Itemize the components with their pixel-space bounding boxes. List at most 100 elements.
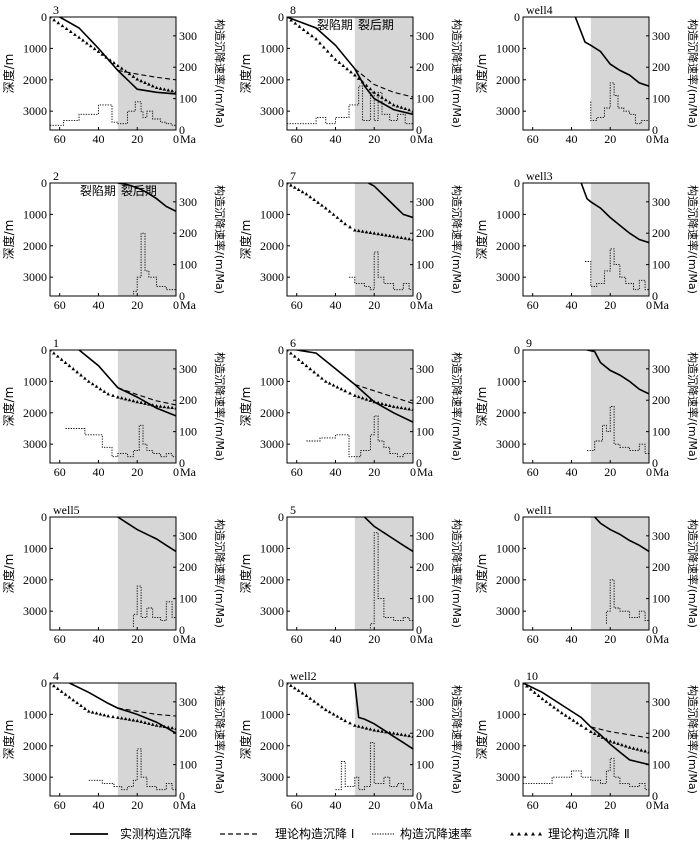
y-right-axis-label: 构造沉降速率/(m/Ma) <box>450 185 464 294</box>
x-tick-label: 40 <box>92 132 104 146</box>
x-unit-label: Ma <box>180 298 197 312</box>
x-tick-label: 40 <box>329 632 341 646</box>
y-right-tick-label: 200 <box>416 560 434 574</box>
theory2-point <box>81 38 85 42</box>
shaded-interval <box>117 683 176 796</box>
x-unit-label: Ma <box>653 465 670 479</box>
y-right-tick-label: 300 <box>179 195 197 209</box>
theory2-point <box>312 370 316 374</box>
theory2-point <box>323 707 328 712</box>
y-right-axis-label: 构造沉降速率/(m/Ma) <box>686 19 700 128</box>
y-left-tick-label: 0 <box>278 676 284 690</box>
theory2-point <box>540 696 545 701</box>
x-tick-label: 0 <box>646 298 652 312</box>
theory2-point <box>548 702 552 706</box>
theory2-point <box>143 401 147 405</box>
x-unit-label: Ma <box>417 798 434 812</box>
theory2-point <box>59 357 64 361</box>
y-right-tick-label: 200 <box>652 60 670 74</box>
x-tick-label: 60 <box>527 632 539 646</box>
y-right-tick-label: 200 <box>652 560 670 574</box>
y-right-tick-label: 200 <box>652 393 670 407</box>
y-right-tick-label: 300 <box>652 29 670 43</box>
theory2-point <box>139 719 143 724</box>
observed-series <box>117 517 176 553</box>
theory2-point <box>316 702 320 706</box>
x-tick-label: 0 <box>410 298 416 312</box>
theory2-point <box>639 748 644 752</box>
y-right-tick-label: 300 <box>416 529 434 543</box>
theory2-point <box>391 404 396 408</box>
x-tick-label: 0 <box>173 798 179 812</box>
observed-series <box>594 517 649 553</box>
y-left-axis-label: 深度/m <box>238 220 253 260</box>
y-right-tick-label: 300 <box>652 195 670 209</box>
plot-frame <box>49 16 177 131</box>
theory2-point <box>364 397 369 401</box>
legend-label: 理论构造沉降 Ⅱ <box>548 826 630 841</box>
x-tick-label: 20 <box>604 298 616 312</box>
panel-label: 5 <box>290 503 296 517</box>
panel-label: 8 <box>290 3 296 17</box>
theory2-point <box>289 351 293 355</box>
y-left-tick-label: 1000 <box>23 41 47 55</box>
x-tick-label: 40 <box>92 632 104 646</box>
theory2-point <box>127 71 132 76</box>
x-tick-label: 20 <box>368 632 380 646</box>
theory2-point <box>79 373 83 377</box>
theory2-series <box>287 17 413 113</box>
theory2-point <box>372 90 377 94</box>
y-left-tick-label: 0 <box>278 510 284 524</box>
theory2-point <box>143 80 147 84</box>
legend-label: 实测构造沉降 <box>120 826 192 841</box>
theory2-point <box>348 721 352 725</box>
theory2-point <box>304 192 309 196</box>
y-left-tick-label: 0 <box>514 510 520 524</box>
x-tick-label: 40 <box>565 132 577 146</box>
theory2-point <box>348 391 352 395</box>
y-left-tick-label: 3000 <box>260 770 284 784</box>
theory2-point <box>575 721 580 725</box>
x-unit-label: Ma <box>417 632 434 646</box>
x-unit-label: Ma <box>180 798 197 812</box>
y-right-axis-label: 构造沉降速率/(m/Ma) <box>686 185 700 294</box>
y-left-axis-label: 深度/m <box>1 387 16 427</box>
theory2-point <box>139 400 143 405</box>
x-unit-label: Ma <box>180 632 197 646</box>
theory2-point <box>300 691 305 695</box>
y-right-tick-label: 0 <box>652 623 658 637</box>
theory2-point <box>119 66 124 70</box>
y-right-tick-label: 200 <box>179 393 197 407</box>
y-right-tick-label: 300 <box>652 529 670 543</box>
theory2-point <box>333 57 338 61</box>
y-left-tick-label: 0 <box>514 10 520 24</box>
theory2-point <box>571 718 576 722</box>
y-left-axis-label: 深度/m <box>474 554 489 594</box>
theory2-point <box>356 76 361 80</box>
y-right-tick-label: 300 <box>179 529 197 543</box>
y-right-tick-label: 100 <box>652 258 670 272</box>
theory2-point <box>356 394 361 399</box>
plot-frame <box>286 682 414 797</box>
y-right-tick-label: 200 <box>416 393 434 407</box>
y-right-tick-label: 200 <box>416 226 434 240</box>
observed-series <box>354 683 413 750</box>
plot-frame <box>522 349 650 464</box>
x-tick-label: 20 <box>131 298 143 312</box>
y-left-tick-label: 0 <box>41 510 47 524</box>
theory2-point <box>339 218 344 223</box>
theory2-point <box>71 367 76 371</box>
theory2-point <box>308 367 313 371</box>
theory2-point <box>356 228 361 233</box>
y-left-tick-label: 2000 <box>260 73 284 87</box>
y-left-axis-label: 深度/m <box>474 54 489 94</box>
x-tick-label: 20 <box>131 132 143 146</box>
theory2-point <box>296 357 301 361</box>
shaded-interval <box>590 683 649 796</box>
